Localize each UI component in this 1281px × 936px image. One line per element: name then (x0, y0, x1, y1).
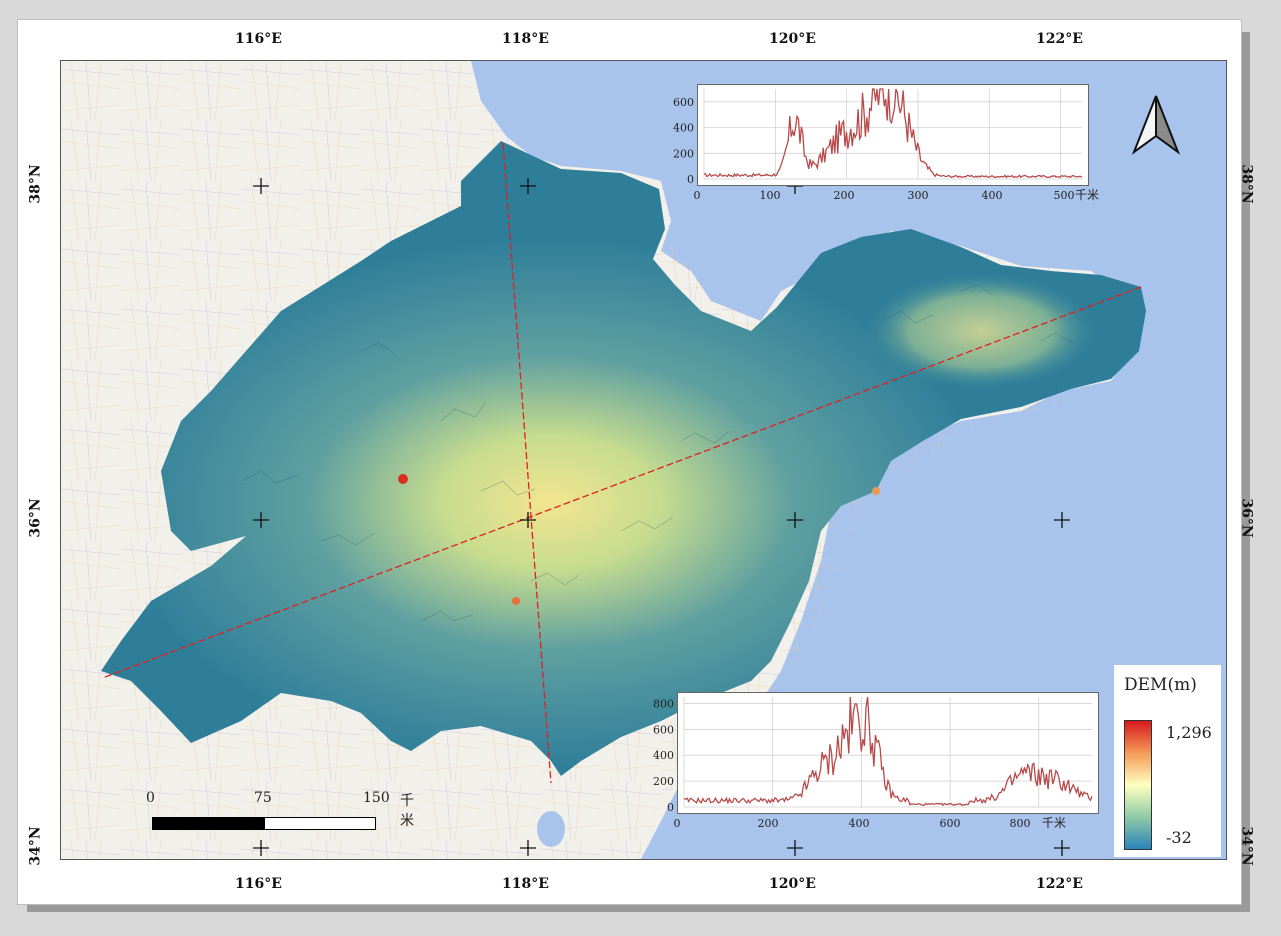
profile-top-xtick-400: 400 (982, 189, 1003, 202)
legend-max-label: 1,296 (1166, 723, 1212, 742)
profile-line-ns (502, 142, 552, 784)
profile-bottom-elevation-line (683, 696, 1093, 807)
profile-bottom-ytick-400: 400 (653, 749, 674, 762)
lon-label-bottom-118: 118°E (502, 876, 549, 892)
dem-peak-mengshan (512, 597, 520, 605)
scale-label-0: 0 (146, 790, 155, 806)
profile-chart-bottom-svg: 0 200 400 600 800 (653, 696, 1093, 814)
lat-label-right-34: 34°N (1238, 826, 1255, 866)
scale-unit: 千米 (400, 793, 414, 829)
lake (537, 811, 565, 847)
profile-bottom-xtick-200: 200 (758, 817, 779, 830)
scale-segment-white (264, 817, 376, 830)
profile-bottom-xtick-600: 600 (940, 817, 961, 830)
legend-color-ramp (1124, 720, 1152, 850)
lon-label-top-118: 118°E (502, 31, 549, 47)
profile-bottom-xtick-0: 0 (674, 817, 681, 830)
lon-label-bottom-116: 116°E (235, 876, 282, 892)
lat-label-left-38: 38°N (27, 164, 44, 204)
profile-top-elevation-line (703, 88, 1083, 179)
profile-line-ew (104, 286, 1142, 678)
lon-label-top-120: 120°E (769, 31, 816, 47)
profile-bottom-ytick-800: 800 (653, 697, 674, 710)
dem-peak-laoshan (872, 487, 880, 495)
profile-top-ytick-200: 200 (673, 147, 694, 160)
profile-bottom-xtick-800: 800 (1010, 817, 1031, 830)
map-canvas (61, 61, 1226, 859)
profile-top-xtick-200: 200 (834, 189, 855, 202)
dem-peak-taishan (398, 474, 408, 484)
profile-bottom-xunit: 千米 (1042, 816, 1066, 830)
legend: DEM(m) 1,296 -32 (1114, 665, 1221, 857)
profile-top-ytick-600: 600 (673, 96, 694, 109)
lon-label-bottom-120: 120°E (769, 876, 816, 892)
profile-chart-top-svg: 0 200 400 600 (673, 88, 1083, 186)
lon-label-top-122: 122°E (1036, 31, 1083, 47)
scale-bar: 0 75 150 千米 (146, 790, 414, 834)
profile-bottom-ytick-0: 0 (667, 801, 674, 814)
profile-top-xtick-300: 300 (908, 189, 929, 202)
scale-segment-black (152, 817, 266, 830)
profile-top-xtick-500: 500 (1054, 189, 1075, 202)
graticule-crosses (253, 178, 1070, 856)
profile-top-ytick-0: 0 (687, 173, 694, 186)
scale-label-150: 150 (363, 790, 390, 806)
lon-label-top-116: 116°E (235, 31, 282, 47)
profile-top-xtick-0: 0 (694, 189, 701, 202)
profile-chart-top: 0 200 400 600 (673, 84, 1089, 186)
profile-top-ytick-400: 400 (673, 122, 694, 135)
lat-label-right-38: 38°N (1238, 164, 1255, 204)
profile-bottom-xtick-400: 400 (849, 817, 870, 830)
dem-relief-texture (240, 284, 1074, 622)
profile-top-xtick-100: 100 (760, 189, 781, 202)
profile-bottom-xaxis: 0 200 400 600 800 千米 (674, 816, 1067, 830)
dem-jiaodong-highland (861, 271, 1101, 391)
profile-top-xunit: 千米 (1075, 188, 1099, 202)
lon-label-bottom-122: 122°E (1036, 876, 1083, 892)
legend-title: DEM(m) (1124, 675, 1197, 695)
profile-bottom-ytick-600: 600 (653, 723, 674, 736)
lat-label-left-36: 36°N (27, 498, 44, 538)
profile-top-xaxis: 0 100 200 300 400 500 千米 (694, 188, 1100, 202)
profile-chart-bottom: 0 200 400 600 800 (653, 692, 1099, 814)
scale-label-75: 75 (254, 790, 272, 806)
lat-label-right-36: 36°N (1238, 498, 1255, 538)
profile-bottom-ytick-200: 200 (653, 775, 674, 788)
lat-label-left-34: 34°N (27, 826, 44, 866)
north-arrow-icon (1131, 95, 1181, 155)
legend-min-label: -32 (1166, 828, 1192, 847)
